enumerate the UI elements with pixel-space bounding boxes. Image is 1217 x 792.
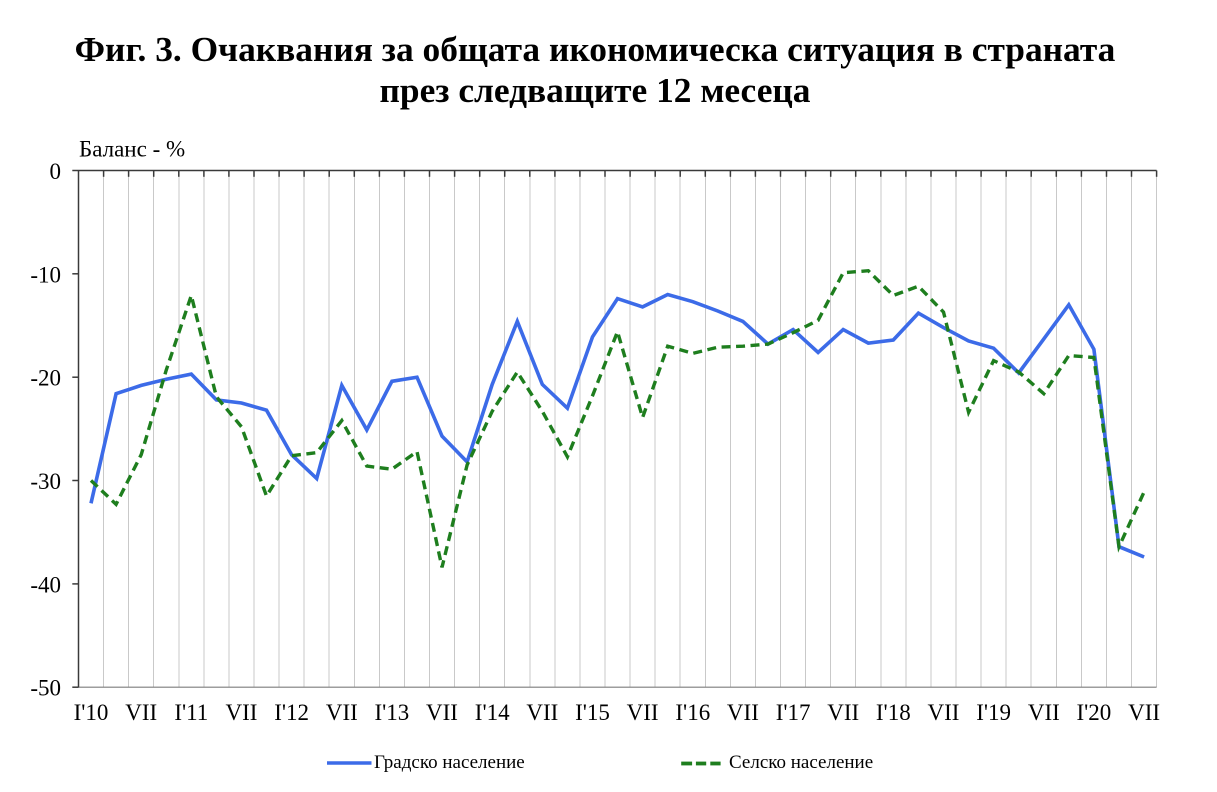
svg-text:-50: -50 [30,676,61,701]
svg-text:VII: VII [426,700,458,725]
svg-text:VII: VII [627,700,659,725]
svg-text:VII: VII [125,700,157,725]
svg-text:-10: -10 [30,262,61,287]
svg-text:I'14: I'14 [475,700,510,725]
svg-text:I'12: I'12 [274,700,309,725]
svg-text:I'15: I'15 [575,700,610,725]
svg-text:VII: VII [827,700,859,725]
svg-text:I'16: I'16 [675,700,710,725]
svg-text:0: 0 [50,159,62,184]
svg-text:VII: VII [1028,700,1060,725]
svg-text:I'18: I'18 [876,700,911,725]
svg-text:I'13: I'13 [374,700,409,725]
svg-text:I'10: I'10 [74,700,109,725]
svg-text:VII: VII [1128,700,1160,725]
svg-text:Селско население: Селско население [729,752,873,773]
svg-text:I'17: I'17 [776,700,811,725]
svg-text:I'11: I'11 [174,700,208,725]
svg-text:-20: -20 [30,366,61,391]
svg-text:VII: VII [727,700,759,725]
svg-text:-40: -40 [30,572,61,597]
svg-text:Градско население: Градско население [374,752,525,773]
svg-text:I'20: I'20 [1076,700,1111,725]
svg-text:VII: VII [326,700,358,725]
svg-text:VII: VII [928,700,960,725]
svg-text:I'19: I'19 [976,700,1011,725]
svg-text:Баланс - %: Баланс - % [79,137,185,162]
svg-text:VII: VII [226,700,258,725]
svg-text:VII: VII [526,700,558,725]
svg-text:-30: -30 [30,469,61,494]
